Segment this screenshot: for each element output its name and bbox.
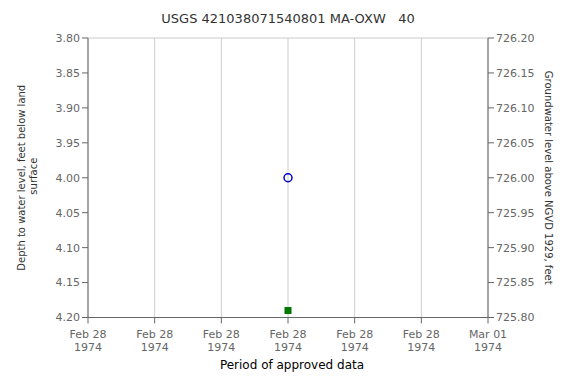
svg-text:Depth to water level, feet bel: Depth to water level, feet below land su… xyxy=(16,85,39,271)
svg-text:Feb 281974: Feb 281974 xyxy=(203,328,240,354)
svg-text:725.90: 725.90 xyxy=(496,242,535,255)
svg-text:Feb 281974: Feb 281974 xyxy=(270,328,307,354)
svg-text:4.20: 4.20 xyxy=(56,311,81,324)
html-text:USGS 421038071540801 MA-OXW 40: USGS 421038071540801 MA-OXW 40 xyxy=(161,11,415,26)
svg-text:3.90: 3.90 xyxy=(56,102,81,115)
svg-text:Mar 011974: Mar 011974 xyxy=(469,328,507,354)
html-text:Period of approved data: Period of approved data xyxy=(219,357,365,372)
svg-text:Feb 281974: Feb 281974 xyxy=(336,328,373,354)
svg-text:725.80: 725.80 xyxy=(496,311,535,324)
svg-text:4.15: 4.15 xyxy=(56,276,81,289)
svg-text:Feb 281974: Feb 281974 xyxy=(70,328,107,354)
svg-text:3.80: 3.80 xyxy=(56,32,81,45)
svg-text:726.00: 726.00 xyxy=(496,172,535,185)
svg-text:726.10: 726.10 xyxy=(496,102,535,115)
svg-text:3.95: 3.95 xyxy=(56,137,81,150)
svg-text:4.05: 4.05 xyxy=(56,207,81,220)
svg-text:Feb 281974: Feb 281974 xyxy=(136,328,173,354)
svg-text:4.10: 4.10 xyxy=(56,242,81,255)
svg-text:Feb 281974: Feb 281974 xyxy=(403,328,440,354)
svg-text:725.85: 725.85 xyxy=(496,276,535,289)
svg-text:726.05: 726.05 xyxy=(496,137,535,150)
svg-text:3.85: 3.85 xyxy=(56,67,81,80)
svg-text:725.95: 725.95 xyxy=(496,207,535,220)
svg-text:Groundwater level above NGVD 1: Groundwater level above NGVD 1929, feet xyxy=(543,71,554,285)
svg-text:4.00: 4.00 xyxy=(56,172,81,185)
svg-text:726.20: 726.20 xyxy=(496,32,535,45)
svg-text:726.15: 726.15 xyxy=(496,67,535,80)
